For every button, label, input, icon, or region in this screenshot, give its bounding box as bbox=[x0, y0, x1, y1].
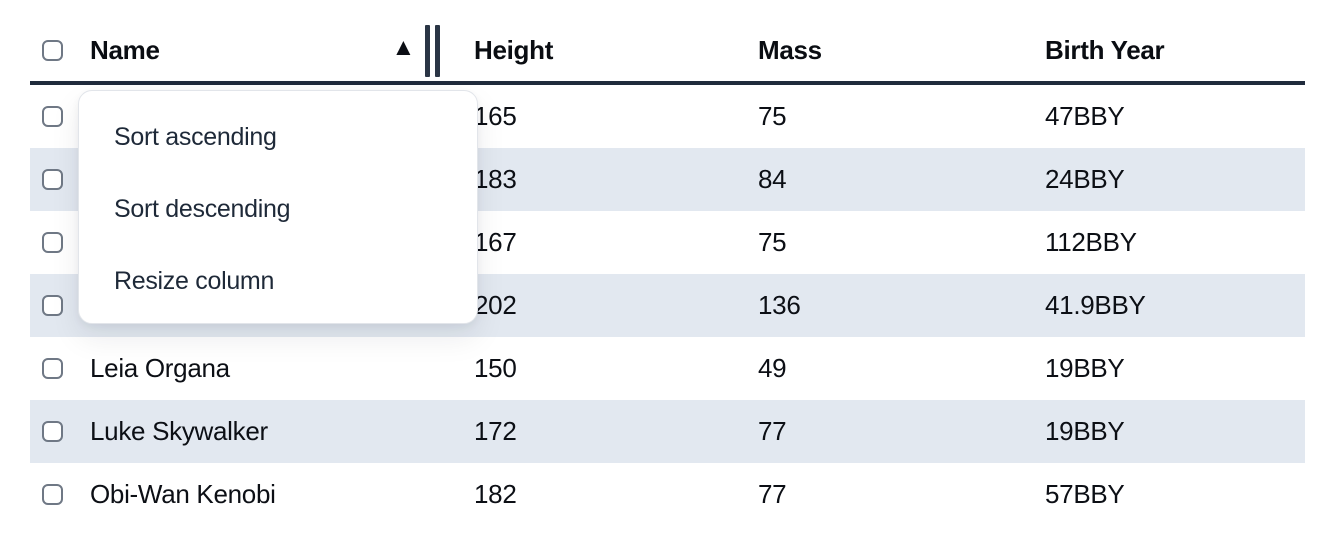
birth-year-cell: 47BBY bbox=[1045, 101, 1125, 131]
mass-cell: 136 bbox=[758, 290, 801, 320]
height-cell: 167 bbox=[474, 227, 517, 257]
name-cell: Leia Organa bbox=[90, 353, 230, 383]
mass-cell: 77 bbox=[758, 479, 787, 509]
menu-item-sort-ascending[interactable]: Sort ascending bbox=[114, 122, 277, 151]
table-row: 167 75 112BBY bbox=[30, 211, 1305, 274]
birth-year-cell: 41.9BBY bbox=[1045, 290, 1146, 320]
resize-bar-icon bbox=[425, 25, 430, 77]
birth-year-cell: 24BBY bbox=[1045, 164, 1125, 194]
column-header-height[interactable]: Height bbox=[444, 0, 728, 81]
table-row: 165 75 47BBY bbox=[30, 85, 1305, 148]
row-select-cell bbox=[30, 337, 78, 400]
row-select-cell bbox=[30, 85, 78, 148]
table-row: Luke Skywalker 172 77 19BBY bbox=[30, 400, 1305, 463]
birth-year-cell: 19BBY bbox=[1045, 353, 1125, 383]
birth-year-cell: 112BBY bbox=[1045, 227, 1137, 257]
select-all-header-cell bbox=[30, 0, 78, 81]
column-header-birth-year[interactable]: Birth Year bbox=[1015, 0, 1305, 81]
height-cell: 183 bbox=[474, 164, 517, 194]
row-select-cell bbox=[30, 211, 78, 274]
mass-cell: 77 bbox=[758, 416, 787, 446]
mass-cell: 84 bbox=[758, 164, 787, 194]
height-cell: 182 bbox=[474, 479, 517, 509]
column-header-mass-label: Mass bbox=[758, 35, 822, 65]
height-cell: 165 bbox=[474, 101, 517, 131]
row-checkbox[interactable] bbox=[42, 484, 63, 505]
column-header-name-label: Name bbox=[90, 35, 160, 65]
table-header-row: Name ▲ Height Mass Birth Year bbox=[30, 0, 1305, 85]
name-cell: Luke Skywalker bbox=[90, 416, 268, 446]
height-cell: 150 bbox=[474, 353, 517, 383]
row-select-cell bbox=[30, 274, 78, 337]
column-header-height-label: Height bbox=[474, 35, 554, 65]
height-cell: 202 bbox=[474, 290, 517, 320]
table-row: Obi-Wan Kenobi 182 77 57BBY bbox=[30, 463, 1305, 509]
column-header-mass[interactable]: Mass bbox=[728, 0, 1015, 81]
birth-year-cell: 19BBY bbox=[1045, 416, 1125, 446]
row-select-cell bbox=[30, 148, 78, 211]
sort-ascending-icon: ▲ bbox=[391, 34, 416, 61]
mass-cell: 49 bbox=[758, 353, 787, 383]
select-all-checkbox[interactable] bbox=[42, 40, 63, 61]
row-checkbox[interactable] bbox=[42, 421, 63, 442]
name-cell: Obi-Wan Kenobi bbox=[90, 479, 276, 509]
menu-item-sort-descending[interactable]: Sort descending bbox=[114, 194, 291, 223]
row-checkbox[interactable] bbox=[42, 358, 63, 379]
row-select-cell bbox=[30, 400, 78, 463]
column-header-birth-year-label: Birth Year bbox=[1045, 35, 1165, 65]
menu-item-resize-column[interactable]: Resize column bbox=[114, 266, 275, 295]
row-checkbox[interactable] bbox=[42, 106, 63, 127]
mass-cell: 75 bbox=[758, 101, 787, 131]
table-row: Leia Organa 150 49 19BBY bbox=[30, 337, 1305, 400]
row-checkbox[interactable] bbox=[42, 232, 63, 253]
row-checkbox[interactable] bbox=[42, 295, 63, 316]
column-resize-handle[interactable] bbox=[425, 25, 440, 77]
column-header-name[interactable]: Name ▲ bbox=[78, 0, 444, 81]
birth-year-cell: 57BBY bbox=[1045, 479, 1125, 509]
column-menu: Sort ascending Sort descending Resize co… bbox=[78, 90, 478, 324]
row-select-cell bbox=[30, 463, 78, 509]
mass-cell: 75 bbox=[758, 227, 787, 257]
row-checkbox[interactable] bbox=[42, 169, 63, 190]
resize-bar-icon bbox=[435, 25, 440, 77]
height-cell: 172 bbox=[474, 416, 517, 446]
